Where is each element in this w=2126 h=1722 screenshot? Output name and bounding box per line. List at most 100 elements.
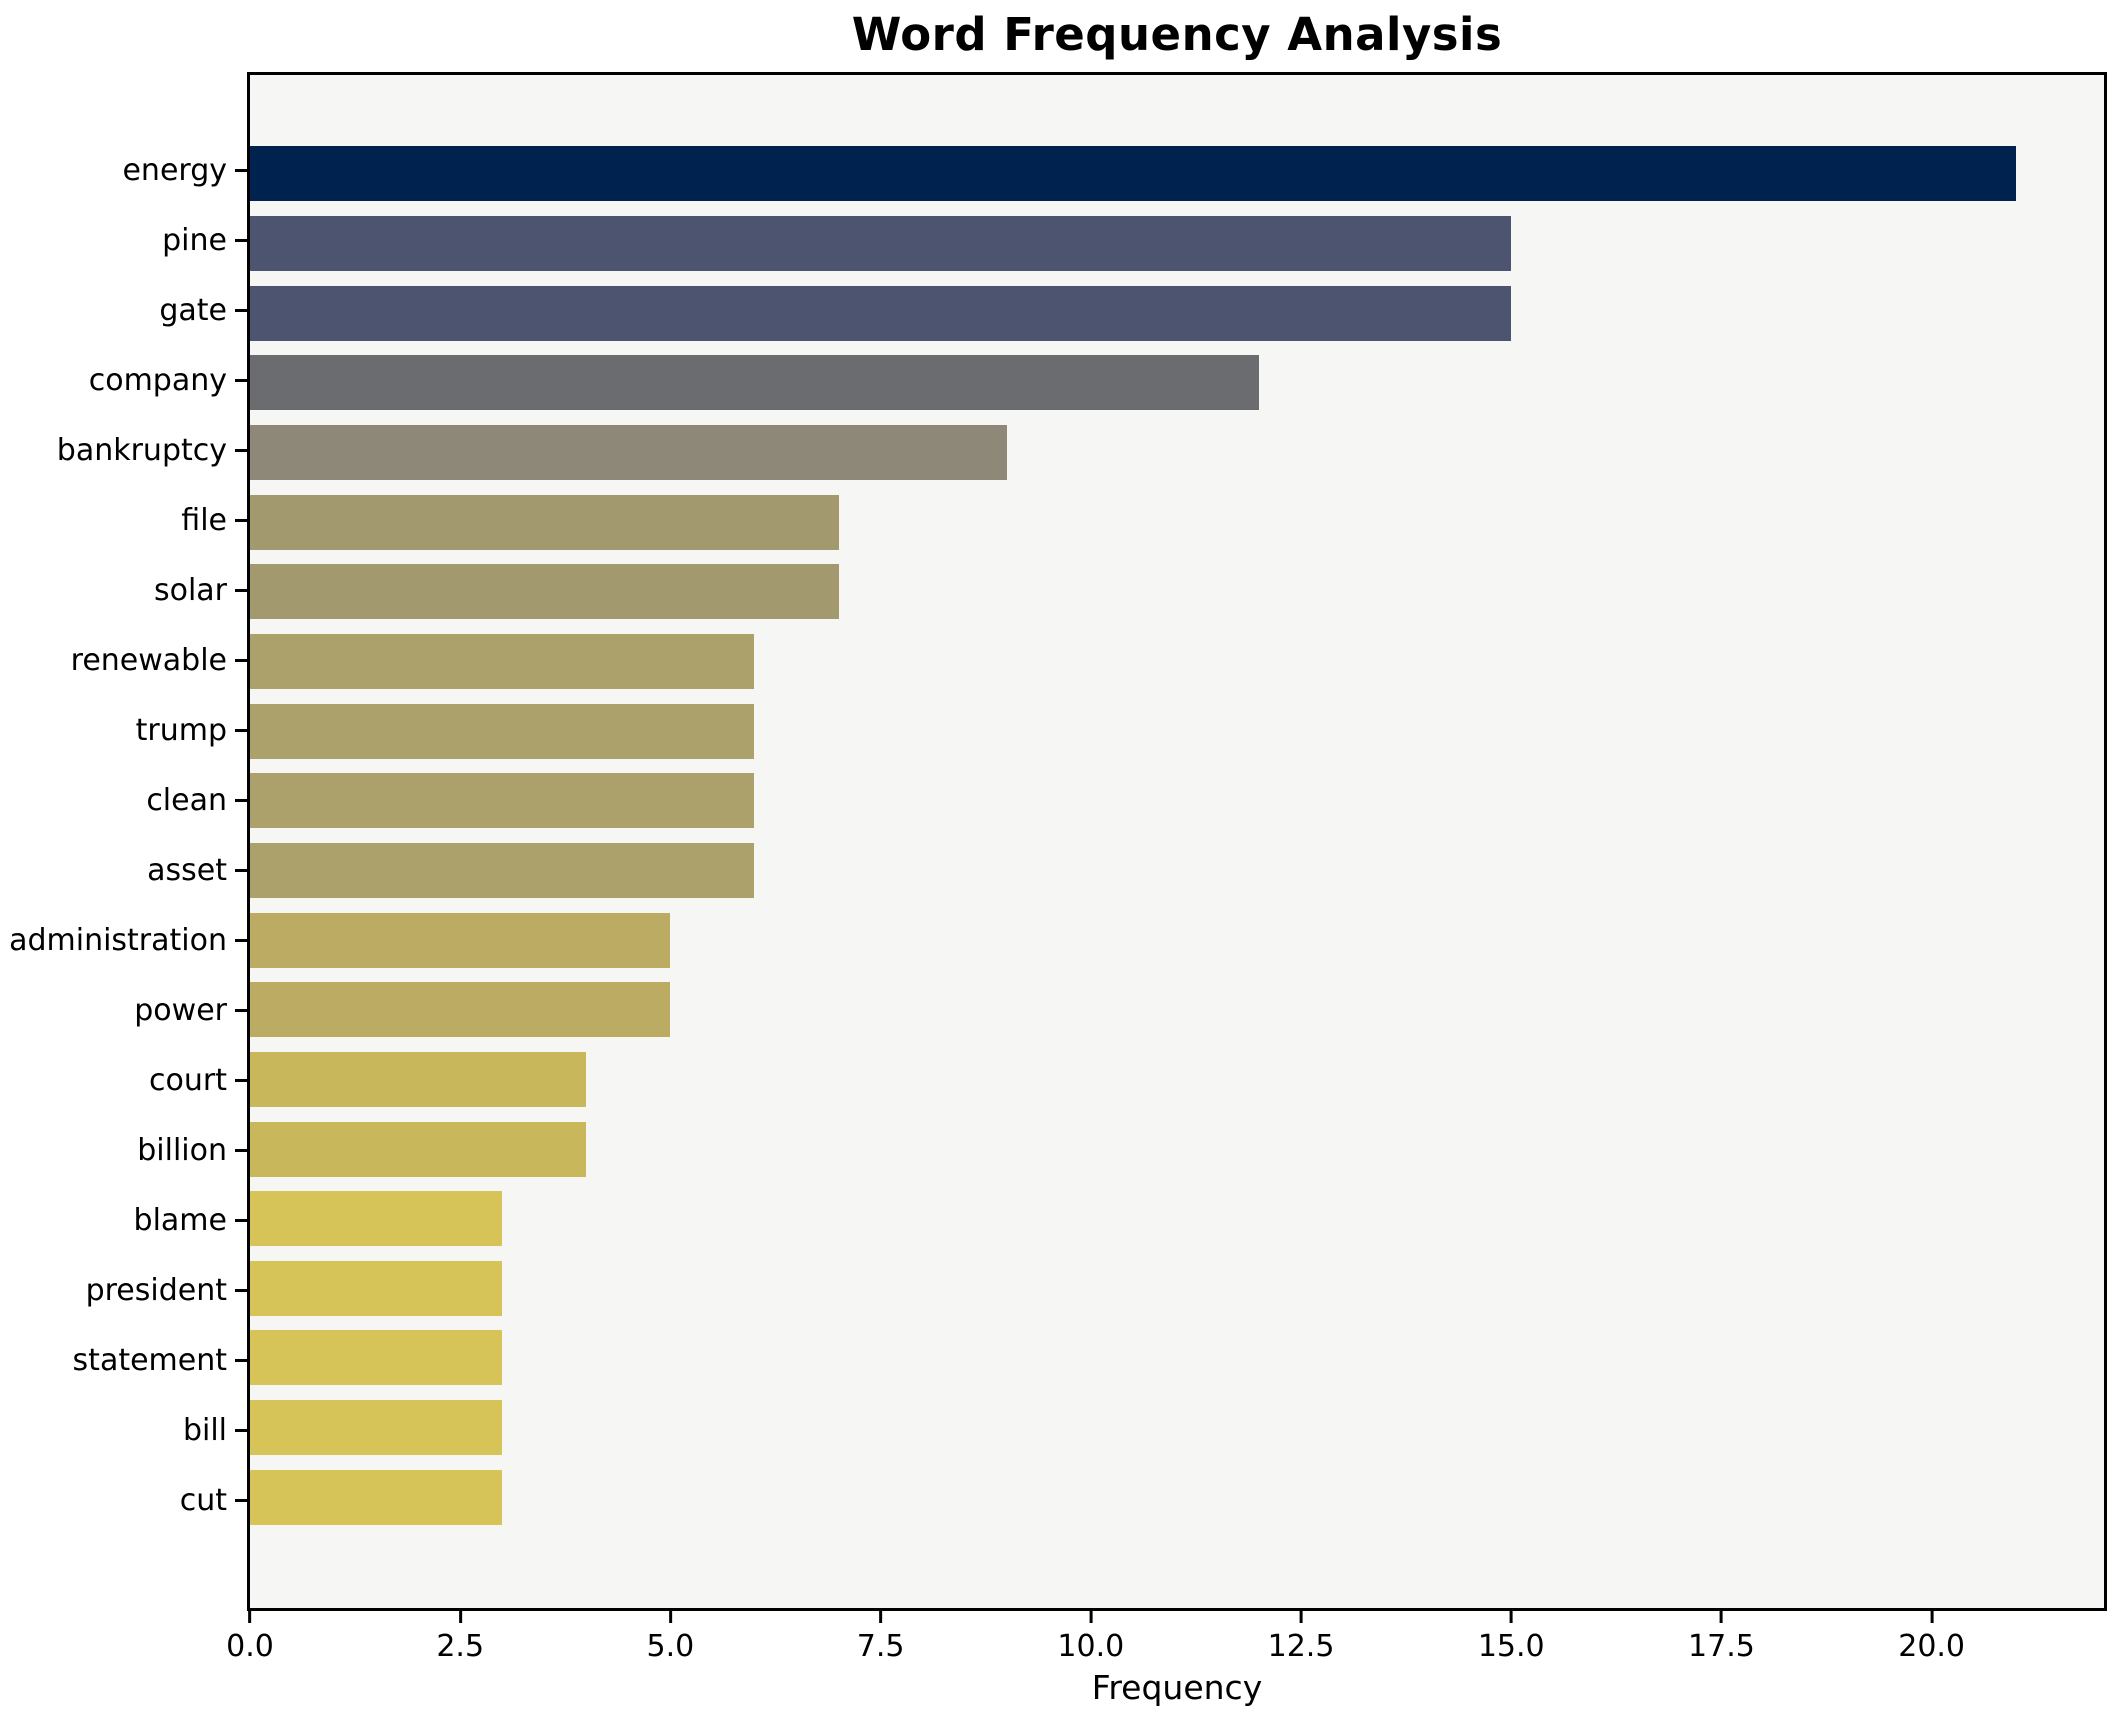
bar-row (250, 418, 2104, 488)
bar-administration (250, 912, 671, 968)
y-tick-label: power (134, 992, 227, 1028)
y-row: asset (0, 836, 247, 906)
y-tick-label: solar (153, 573, 227, 609)
x-tick-label: 20.0 (1898, 1629, 1966, 1664)
x-tick: 5.0 (646, 1611, 695, 1664)
y-tick-label: blame (133, 1202, 227, 1238)
y-row: pine (0, 206, 247, 276)
bar-billion (250, 1121, 587, 1177)
bar-pine (250, 215, 1512, 271)
y-tick-label: gate (159, 293, 227, 329)
y-row: renewable (0, 626, 247, 696)
bar-bankruptcy (250, 424, 1007, 480)
bar-row (250, 975, 2104, 1045)
x-tick-mark (458, 1611, 462, 1623)
bar-row (250, 1254, 2104, 1324)
y-row: billion (0, 1115, 247, 1185)
y-row: gate (0, 276, 247, 346)
x-tick: 7.5 (856, 1611, 905, 1664)
y-tick-mark (235, 1148, 247, 1152)
y-row: solar (0, 556, 247, 626)
y-tick-mark (235, 1358, 247, 1362)
y-row: court (0, 1045, 247, 1115)
bar-row (250, 1045, 2104, 1115)
bar-renewable (250, 633, 755, 689)
x-tick: 0.0 (226, 1611, 274, 1664)
x-tick-mark (1509, 1611, 1513, 1623)
y-tick-label: trump (135, 713, 227, 749)
y-tick-mark (235, 729, 247, 733)
bar-bill (250, 1400, 503, 1456)
x-tick-mark (1299, 1611, 1303, 1623)
y-tick-label: file (181, 503, 227, 539)
x-tick-label: 7.5 (856, 1629, 905, 1664)
y-tick-label: cut (179, 1482, 227, 1518)
y-tick-mark (235, 1218, 247, 1222)
bar-row (250, 766, 2104, 836)
bar-gate (250, 285, 1512, 341)
y-tick-mark (235, 589, 247, 593)
x-tick-label: 17.5 (1688, 1629, 1755, 1664)
bar-asset (250, 842, 755, 898)
x-axis-label: Frequency (1091, 1668, 1263, 1707)
y-row: file (0, 486, 247, 556)
y-row: bankruptcy (0, 416, 247, 486)
y-tick-label: court (149, 1062, 227, 1098)
y-tick-mark (235, 1288, 247, 1292)
bar-clean (250, 773, 755, 829)
bar-row (250, 278, 2104, 348)
plot-area (247, 72, 2107, 1611)
bar-trump (250, 703, 755, 759)
bar-president (250, 1260, 503, 1316)
y-tick-mark (235, 659, 247, 663)
chart-title: Word Frequency Analysis (851, 8, 1503, 61)
y-tick-label: energy (122, 153, 227, 189)
y-tick-label: president (85, 1272, 227, 1308)
x-tick-label: 12.5 (1267, 1629, 1335, 1664)
y-tick-label: renewable (70, 643, 227, 679)
y-tick-label: clean (146, 783, 227, 819)
x-tick-label: 0.0 (226, 1629, 274, 1664)
y-tick-mark (235, 239, 247, 243)
y-row: statement (0, 1325, 247, 1395)
y-tick-label: statement (72, 1342, 227, 1378)
x-tick-label: 10.0 (1057, 1629, 1125, 1664)
bar-row (250, 1393, 2104, 1463)
bar-row (250, 905, 2104, 975)
x-tick-mark (248, 1611, 252, 1623)
bar-power (250, 982, 671, 1038)
x-tick-label: 15.0 (1477, 1629, 1545, 1664)
x-tick-mark (879, 1611, 883, 1623)
y-tick-mark (235, 379, 247, 383)
bar-blame (250, 1191, 503, 1247)
x-tick-mark (1089, 1611, 1093, 1623)
bar-row (250, 836, 2104, 906)
y-tick-label: asset (147, 853, 227, 888)
y-row: blame (0, 1185, 247, 1255)
bar-company (250, 355, 1259, 411)
y-tick-mark (235, 869, 247, 872)
x-tick: 12.5 (1267, 1611, 1335, 1664)
x-tick-mark (1719, 1611, 1723, 1623)
y-row: cut (0, 1465, 247, 1535)
y-row: trump (0, 696, 247, 766)
x-tick: 20.0 (1898, 1611, 1965, 1664)
bar-row (250, 1323, 2104, 1393)
bar-row (250, 627, 2104, 697)
y-row: clean (0, 766, 247, 836)
x-tick: 15.0 (1478, 1611, 1545, 1664)
bar-row (250, 1462, 2104, 1532)
y-tick-label: billion (137, 1132, 227, 1168)
bar-row (250, 696, 2104, 766)
y-axis: energy pine gate company bankruptcy file solar… (0, 72, 247, 1611)
y-tick-mark (235, 519, 247, 523)
x-tick: 17.5 (1688, 1611, 1755, 1664)
y-tick-mark (235, 799, 247, 803)
x-tick-label: 5.0 (646, 1629, 695, 1664)
y-row: power (0, 975, 247, 1045)
x-tick: 2.5 (436, 1611, 484, 1664)
y-tick-mark (235, 309, 247, 313)
bar-energy (250, 146, 2016, 202)
y-row: president (0, 1255, 247, 1325)
y-tick-mark (235, 1008, 247, 1012)
